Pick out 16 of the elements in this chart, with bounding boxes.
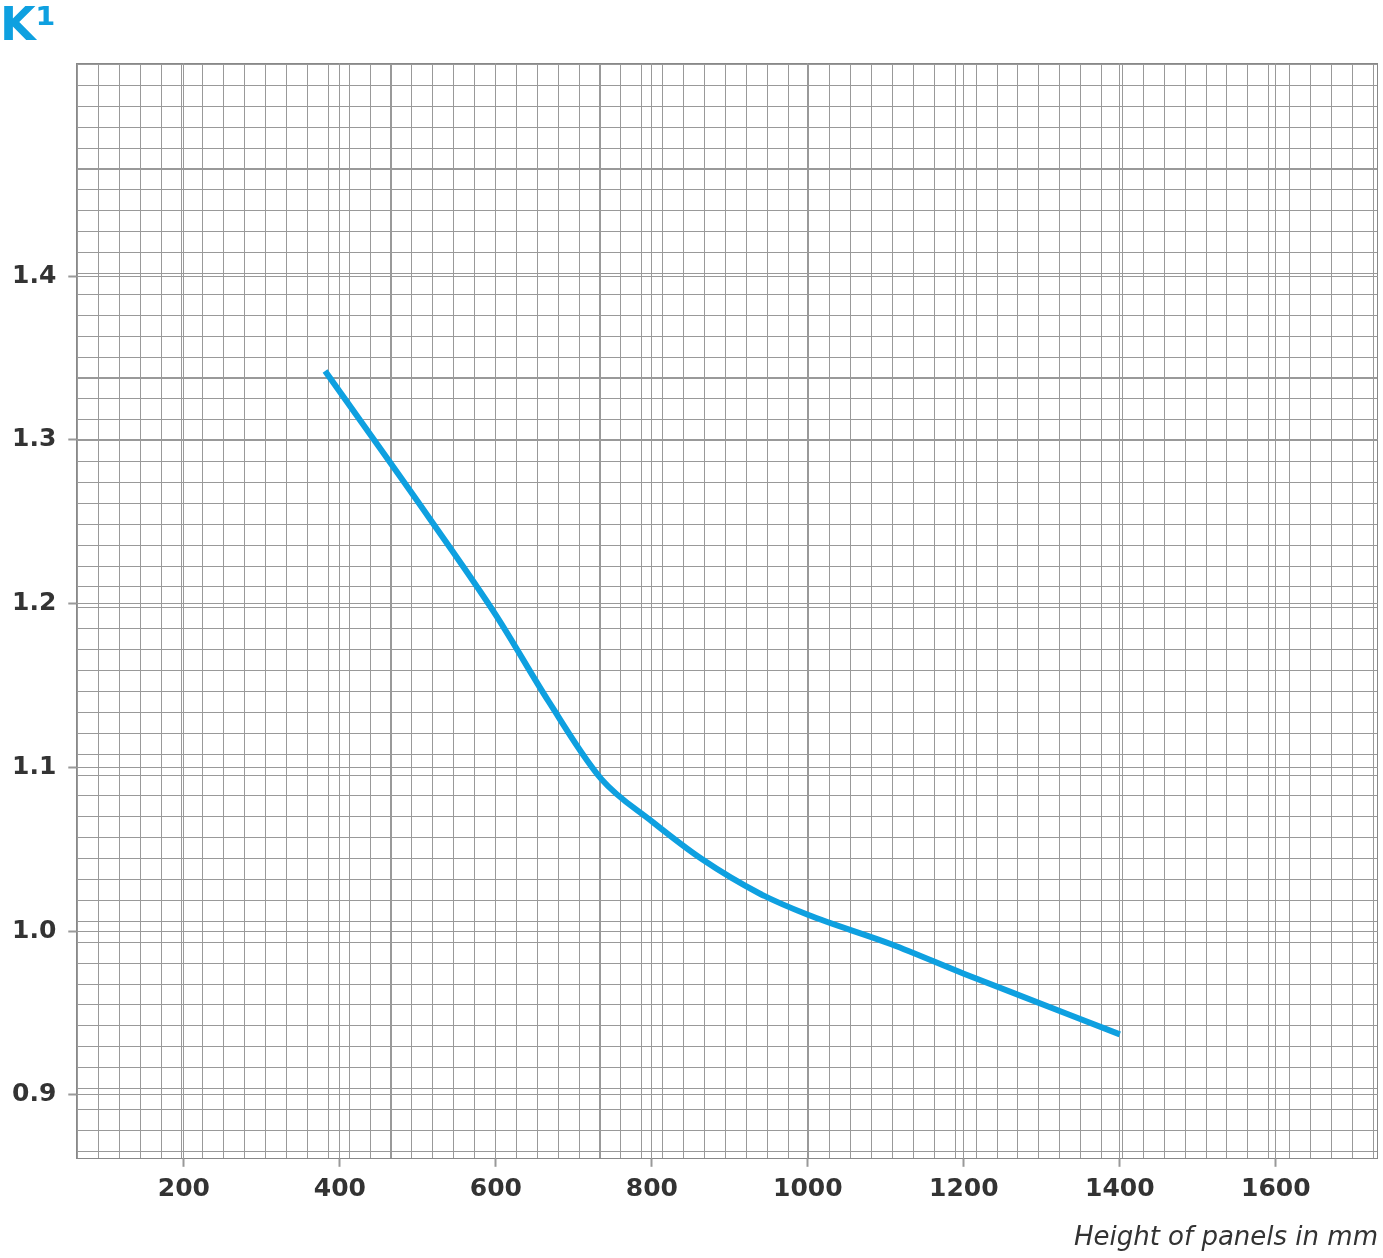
x-tick-label: 1000 bbox=[773, 1173, 843, 1203]
y-tick-label: 1.2 bbox=[11, 587, 57, 617]
y-tick-label: 1.0 bbox=[11, 914, 57, 944]
x-tick-label: 200 bbox=[157, 1173, 211, 1203]
x-tick-label: 800 bbox=[625, 1173, 678, 1203]
y-tick-label: 0.9 bbox=[11, 1078, 57, 1108]
y-tick-label: 1.4 bbox=[11, 259, 57, 289]
x-tick-label: 1200 bbox=[929, 1173, 999, 1203]
x-tick-label: 600 bbox=[469, 1173, 522, 1203]
chart-title: K¹ bbox=[0, 0, 56, 51]
x-tick-label: 1400 bbox=[1085, 1173, 1155, 1203]
y-tick-label: 1.1 bbox=[11, 750, 57, 780]
y-tick-label: 1.3 bbox=[11, 423, 57, 453]
x-axis-title: Height of panels in mm bbox=[1073, 1221, 1378, 1252]
x-tick-label: 1600 bbox=[1241, 1173, 1311, 1203]
x-tick-label: 400 bbox=[313, 1173, 366, 1203]
